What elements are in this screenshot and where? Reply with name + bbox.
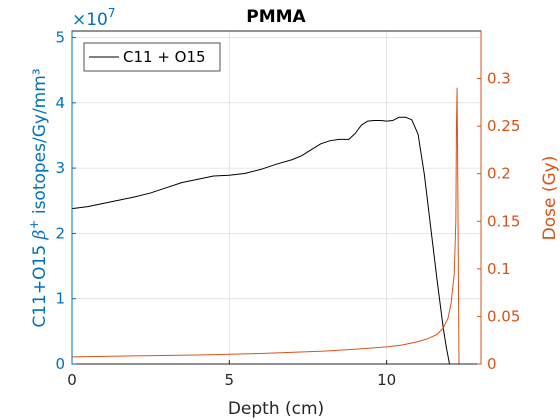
x-tick-label-2: 10 [377,371,396,389]
y-left-tick-label-1: 1 [55,290,65,308]
y-left-tick-label-0: 0 [55,355,65,373]
series-line-isotopes [71,116,451,365]
legend: C11 + O15 [83,42,221,72]
y-right-tick-label-3: 0.15 [487,212,520,230]
y-left-tick-label-2: 2 [55,224,65,242]
y-axis-left-label-prefix: C11+O15 [30,239,50,327]
y-right-tick-label-5: 0.25 [487,117,520,135]
y-left-tick-label-4: 4 [55,94,65,112]
y-right-tick-label-2: 0.1 [487,260,511,278]
y-axis-left-label-symbol: β [30,229,50,240]
series-line-dose [71,87,461,365]
y-right-tick-label-0: 0 [487,355,497,373]
y-right-tick-label-4: 0.2 [487,165,511,183]
y-left-tick-label-5: 5 [55,29,65,47]
y-axis-left-label: C11+O15 β+ isotopes/Gy/mm³ [27,68,50,327]
y-right-tick-label-1: 0.05 [487,307,520,325]
x-tick-label-0: 0 [67,371,77,389]
chart-title: PMMA [246,7,306,27]
y-axis-right-label: Dose (Gy) [540,156,560,241]
y-left-tick-label-3: 3 [55,159,65,177]
y-axis-left-label-suffix: isotopes/Gy/mm³ [30,68,50,219]
y-right-tick-label-6: 0.3 [487,70,511,88]
left-axis-exponent-power: 7 [108,6,116,20]
y-axis-left-label-sup: + [27,220,41,230]
tick-layer: 0 5 10 0 1 2 3 4 5 0 0.05 0.1 0.15 0.2 0.25 0.3 [55,29,520,389]
series-layer [71,87,461,365]
left-axis-exponent: ×107 [72,6,116,30]
left-axis-exponent-base: ×10 [72,10,108,30]
x-axis-label: Depth (cm) [228,399,324,419]
legend-label-isotopes: C11 + O15 [123,48,206,66]
x-tick-label-1: 5 [225,371,235,389]
